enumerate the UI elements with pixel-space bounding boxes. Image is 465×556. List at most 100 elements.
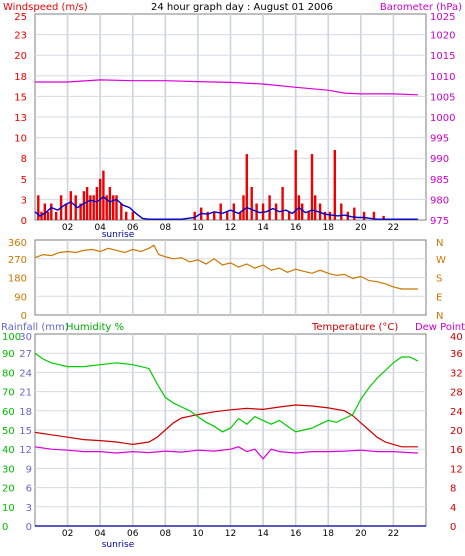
wind-gust-bar bbox=[206, 211, 209, 220]
wind-gust-bar bbox=[314, 195, 317, 220]
wind-gust-bar bbox=[301, 203, 304, 220]
dewpoint-axis-label: Dew Point bbox=[415, 322, 465, 333]
wind-gust-bar bbox=[89, 195, 92, 220]
wind-gust-bar bbox=[125, 211, 128, 220]
wind-gust-bar bbox=[287, 211, 291, 220]
x-tick-label: 02 bbox=[62, 223, 73, 233]
sunrise-label-bottom: sunrise bbox=[102, 540, 135, 550]
x-tick-label: 04 bbox=[94, 529, 106, 539]
wind-gust-bar bbox=[226, 211, 229, 220]
y-tick-label: 18 bbox=[14, 72, 27, 83]
y-tick-label: 40 bbox=[2, 445, 15, 456]
y-tick-label: 18 bbox=[19, 407, 32, 418]
wind-gust-bar bbox=[43, 203, 46, 220]
y-tick-label: N bbox=[436, 311, 443, 322]
wind-gust-bar bbox=[353, 207, 356, 220]
x-tick-label: 20 bbox=[355, 529, 367, 539]
wind-gust-bar bbox=[95, 187, 99, 220]
y-tick-label: 990 bbox=[430, 154, 449, 165]
y-tick-label: 25 bbox=[14, 12, 27, 23]
y-tick-label: W bbox=[436, 255, 446, 266]
y-tick-label: 9 bbox=[26, 464, 32, 475]
y-tick-label: 995 bbox=[430, 134, 449, 145]
wind-gust-bar bbox=[274, 203, 278, 220]
wind-gust-bar bbox=[268, 195, 271, 220]
wind-gust-bar bbox=[323, 211, 327, 220]
x-tick-label: 10 bbox=[192, 529, 204, 539]
y-tick-label: 36 bbox=[450, 349, 463, 360]
y-tick-label: 100 bbox=[2, 332, 21, 343]
x-tick-label: 06 bbox=[127, 223, 139, 233]
y-tick-label: 12 bbox=[450, 464, 463, 475]
wind-panel: 0358101315182023259759809859909951000100… bbox=[14, 12, 455, 233]
y-tick-label: 13 bbox=[14, 113, 27, 124]
y-tick-label: 24 bbox=[450, 407, 463, 418]
barometer-line bbox=[35, 79, 418, 96]
wind-gust-bar bbox=[37, 195, 40, 220]
wind-ticks: 0358101315182023259759809859909951000100… bbox=[14, 12, 455, 233]
x-tick-label: 22 bbox=[388, 529, 399, 539]
y-tick-label: 60 bbox=[2, 407, 15, 418]
x-tick-label: 02 bbox=[62, 529, 73, 539]
y-tick-label: N bbox=[436, 238, 443, 249]
y-tick-label: 8 bbox=[450, 484, 456, 495]
wind-gust-bar bbox=[120, 203, 123, 220]
x-tick-label: 18 bbox=[323, 223, 335, 233]
y-tick-label: 0 bbox=[21, 311, 27, 322]
y-tick-label: 15 bbox=[14, 92, 27, 103]
y-tick-label: E bbox=[436, 292, 442, 303]
rainfall-axis-label: Rainfall (mm) bbox=[1, 322, 69, 333]
y-tick-label: 980 bbox=[430, 195, 449, 206]
wind-gust-bar bbox=[250, 187, 253, 220]
y-tick-label: 1025 bbox=[430, 12, 455, 23]
x-tick-label: 04 bbox=[94, 223, 106, 233]
y-tick-label: 8 bbox=[21, 154, 27, 165]
y-tick-label: 180 bbox=[8, 274, 27, 285]
y-tick-label: 30 bbox=[19, 332, 32, 343]
x-tick-label: 16 bbox=[290, 223, 302, 233]
windspeed-axis-label: Windspeed (m/s) bbox=[3, 2, 88, 13]
wind-gust-bar bbox=[74, 195, 77, 220]
x-tick-label: 14 bbox=[257, 529, 269, 539]
wind-gust-bar bbox=[213, 211, 216, 220]
y-tick-label: 24 bbox=[19, 368, 32, 379]
y-tick-label: 40 bbox=[450, 332, 463, 343]
y-tick-label: 28 bbox=[450, 388, 463, 399]
y-tick-label: 70 bbox=[2, 388, 15, 399]
barometer-axis-label: Barometer (hPa) bbox=[380, 2, 462, 13]
temperature-axis-label: Temperature (°C) bbox=[311, 322, 398, 333]
y-tick-label: 6 bbox=[26, 484, 32, 495]
y-tick-label: 1015 bbox=[430, 51, 455, 62]
wind-gust-bar bbox=[55, 211, 58, 220]
humidity-temperature-panel: 0102030405060708090100036912151821242730… bbox=[2, 332, 463, 539]
y-tick-label: 20 bbox=[14, 51, 27, 62]
y-tick-label: 20 bbox=[2, 484, 15, 495]
y-tick-label: 5 bbox=[21, 175, 27, 186]
y-tick-label: 4 bbox=[450, 503, 456, 514]
wind-gust-bar bbox=[281, 187, 284, 220]
x-tick-label: 16 bbox=[290, 529, 302, 539]
y-tick-label: 1000 bbox=[430, 113, 455, 124]
wind-gust-bar bbox=[112, 195, 115, 220]
x-tick-label: 08 bbox=[160, 223, 172, 233]
direction-grid bbox=[35, 240, 426, 315]
wind-gust-bar bbox=[219, 203, 222, 220]
humidity-axis-label: Humidity % bbox=[66, 322, 124, 333]
humidity-grid bbox=[35, 334, 426, 526]
wind-gust-bar bbox=[372, 211, 376, 220]
x-tick-label: 20 bbox=[355, 223, 367, 233]
x-tick-label: 12 bbox=[225, 529, 236, 539]
wind-direction-line bbox=[34, 244, 418, 290]
x-tick-label: 14 bbox=[257, 223, 269, 233]
y-tick-label: 1010 bbox=[430, 72, 455, 83]
wind-gust-bar bbox=[307, 211, 310, 220]
y-tick-label: 50 bbox=[2, 426, 15, 437]
wind-gust-bar bbox=[79, 203, 82, 220]
y-tick-label: 3 bbox=[26, 503, 32, 514]
dewpoint-line bbox=[34, 446, 418, 460]
y-tick-label: 32 bbox=[450, 368, 463, 379]
y-tick-label: 10 bbox=[2, 503, 15, 514]
x-tick-label: 08 bbox=[160, 529, 172, 539]
